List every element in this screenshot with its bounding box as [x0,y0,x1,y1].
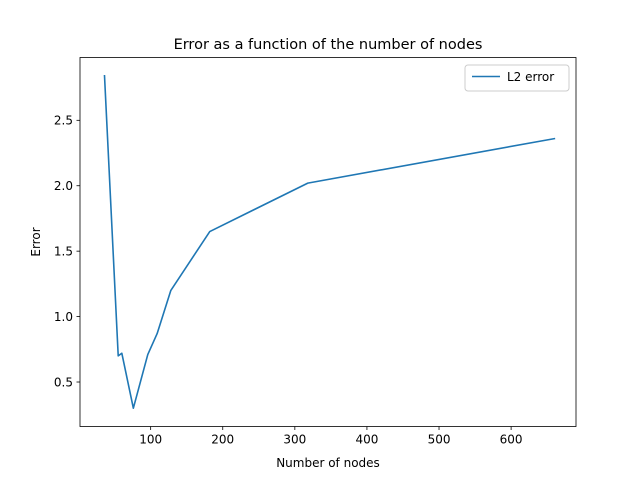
y-tick-label: 0.5 [54,375,73,389]
x-axis-label: Number of nodes [276,456,380,470]
x-tick-label: 600 [500,433,523,447]
x-tick-label: 100 [139,433,162,447]
x-tick-label: 300 [283,433,306,447]
legend: L2 error [465,65,569,91]
y-tick-label: 2.5 [54,114,73,128]
y-tick-label: 1.0 [54,310,73,324]
x-tick-label: 400 [355,433,378,447]
legend-label-l2-error: L2 error [507,70,554,84]
x-tick-label: 200 [211,433,234,447]
x-tick-label: 500 [428,433,451,447]
y-tick-label: 2.0 [54,179,73,193]
y-axis-label: Error [29,227,43,256]
y-tick-label: 1.5 [54,244,73,258]
chart-title: Error as a function of the number of nod… [174,37,483,53]
